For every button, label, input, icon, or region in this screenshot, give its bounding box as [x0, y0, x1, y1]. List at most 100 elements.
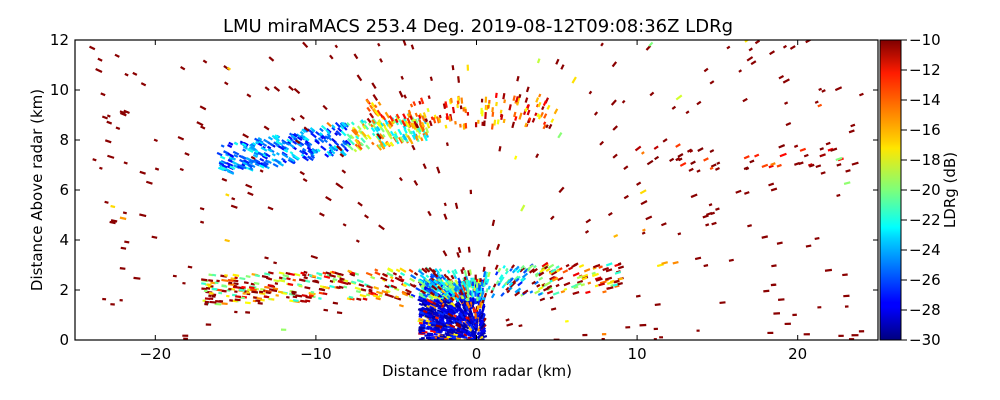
radar-gate: [389, 141, 395, 147]
radar-gate: [446, 286, 451, 291]
radar-gate: [550, 307, 557, 311]
radar-gate: [490, 293, 496, 299]
radar-gate: [610, 99, 617, 106]
radar-gate: [384, 293, 392, 298]
radar-gate: [581, 273, 589, 278]
radar-gate: [418, 307, 423, 312]
radar-gate: [326, 135, 333, 141]
radar-gate: [417, 114, 422, 120]
radar-gate: [487, 250, 492, 257]
radar-gate: [221, 284, 228, 288]
radar-gate: [761, 163, 769, 169]
radar-gate: [814, 100, 819, 104]
y-tick-label: 12: [50, 31, 69, 49]
radar-gate: [413, 271, 419, 276]
radar-gate: [237, 165, 245, 171]
radar-gate: [419, 289, 427, 295]
radar-gate: [246, 93, 252, 98]
radar-gate: [273, 86, 281, 92]
radar-gate: [462, 323, 470, 330]
radar-gate: [342, 223, 347, 227]
radar-gate: [435, 295, 442, 301]
radar-gate: [448, 328, 456, 333]
radar-gate: [339, 277, 345, 281]
radar-gate: [241, 163, 246, 167]
radar-gate: [291, 290, 297, 294]
radar-gate: [220, 144, 225, 148]
radar-gate: [123, 109, 130, 115]
radar-gate: [292, 278, 297, 282]
radar-gate: [433, 311, 439, 316]
radar-gate: [468, 269, 472, 275]
radar-gate: [482, 270, 487, 278]
radar-gate: [427, 210, 432, 217]
radar-gate: [439, 280, 446, 287]
radar-gate: [334, 121, 342, 128]
radar-gate: [498, 146, 502, 152]
radar-gate: [468, 307, 473, 315]
radar-gate: [591, 271, 596, 275]
radar-gate: [259, 164, 265, 169]
radar-gate: [305, 295, 312, 299]
radar-gate: [514, 291, 521, 297]
radar-gate: [446, 307, 454, 314]
radar-gate: [393, 133, 399, 139]
radar-gate: [435, 302, 442, 309]
radar-gate: [836, 163, 842, 167]
radar-gate: [418, 326, 425, 330]
radar-gate: [311, 128, 316, 133]
radar-gate: [89, 45, 96, 51]
radar-gate: [514, 155, 518, 160]
radar-gate: [380, 276, 388, 282]
radar-gate: [412, 130, 417, 137]
radar-gate: [139, 170, 146, 175]
radar-gate: [303, 128, 309, 133]
radar-gate: [360, 119, 365, 124]
radar-gate: [286, 138, 292, 144]
radar-gate: [784, 101, 789, 105]
radar-gate: [419, 324, 426, 328]
radar-gate: [482, 296, 486, 301]
radar-gate: [386, 271, 394, 277]
radar-gate: [346, 143, 351, 148]
radar-gate: [324, 153, 330, 158]
radar-gate: [224, 274, 228, 277]
radar-gate: [268, 271, 274, 275]
radar-gate: [388, 134, 392, 138]
radar-gate: [482, 266, 486, 272]
radar-gate: [516, 268, 522, 274]
radar-gate: [200, 220, 205, 224]
radar-gate: [273, 158, 281, 164]
radar-gate: [338, 124, 345, 130]
radar-gate: [402, 117, 407, 122]
radar-gate: [782, 44, 787, 49]
radar-gate: [431, 328, 439, 332]
radar-gate: [408, 294, 414, 299]
radar-gate: [406, 135, 412, 142]
radar-gate: [443, 314, 449, 319]
radar-gate: [254, 162, 260, 167]
radar-gate: [393, 296, 402, 301]
radar-gate: [430, 329, 436, 333]
radar-gate: [607, 211, 613, 217]
radar-gate: [418, 113, 423, 118]
radar-gate: [386, 141, 391, 147]
radar-gate: [456, 251, 461, 258]
radar-gate: [503, 99, 507, 104]
radar-gate: [763, 289, 770, 293]
radar-gate: [422, 163, 427, 170]
radar-gate: [726, 45, 731, 50]
radar-gate: [249, 166, 254, 171]
radar-gate: [374, 271, 381, 276]
radar-gate: [472, 306, 476, 313]
radar-gate: [374, 110, 381, 117]
radar-gate: [245, 275, 251, 278]
radar-gate: [278, 271, 285, 275]
radar-gate: [154, 167, 160, 171]
radar-gate: [334, 44, 339, 49]
radar-gate: [528, 268, 535, 274]
radar-gate: [703, 157, 709, 162]
radar-gate: [424, 278, 431, 284]
radar-gate: [277, 145, 285, 151]
radar-gate: [387, 120, 392, 125]
